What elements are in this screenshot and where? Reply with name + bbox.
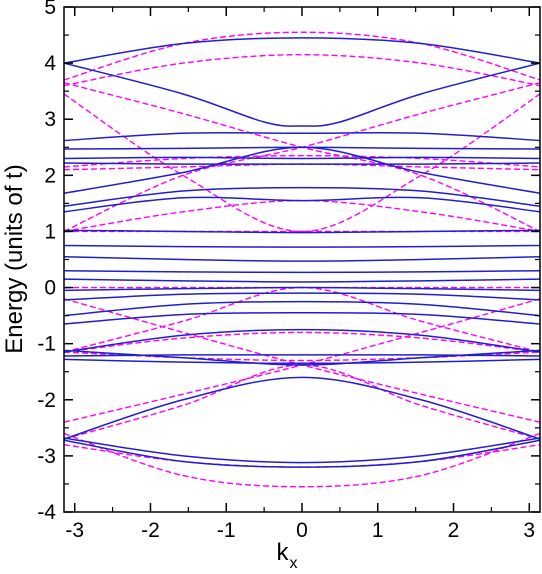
x-tick-label: 1: [372, 519, 384, 542]
solid-band-16: [64, 300, 540, 317]
y-tick-label: -1: [37, 333, 56, 356]
dashed-band-31: [64, 163, 540, 171]
dashed-band-27: [64, 93, 540, 233]
dashed-band-30: [64, 154, 540, 168]
solid-band-20: [64, 354, 540, 357]
x-tick-label: 2: [448, 519, 460, 542]
x-tick-label: 3: [523, 519, 535, 542]
x-tick-label: -2: [141, 519, 160, 542]
y-tick-label: -4: [37, 501, 56, 524]
y-tick-label: 5: [44, 0, 56, 19]
series-layer: [64, 31, 540, 488]
y-tick-label: 1: [44, 220, 56, 243]
solid-band-2: [64, 131, 540, 142]
solid-band-0: [64, 37, 540, 64]
solid-band-24: [64, 439, 540, 468]
dashed-band-40: [64, 364, 540, 440]
tick-labels: -3 -2 -1 0 1 2 3 -4 -3 -2 -1 0 1 2 3 4 5: [37, 0, 535, 542]
solid-band-6: [64, 146, 540, 195]
x-tick-label: -1: [217, 519, 236, 542]
axis-ticks: [64, 6, 540, 513]
solid-band-5: [64, 162, 540, 165]
solid-band-8: [64, 196, 540, 213]
solid-band-21: [64, 358, 540, 365]
solid-band-23: [64, 437, 540, 464]
solid-band-10: [64, 244, 540, 248]
dashed-band-42: [64, 432, 540, 488]
dashed-band-36: [64, 331, 540, 353]
y-tick-label: 3: [44, 108, 56, 131]
plot-frame: [63, 6, 541, 513]
solid-band-11: [64, 255, 540, 262]
y-axis-label: Energy (units of t): [1, 164, 28, 353]
dashed-band-32: [64, 199, 540, 233]
solid-band-12: [64, 269, 540, 274]
solid-band-4: [64, 156, 540, 160]
solid-band-7: [64, 186, 540, 207]
solid-band-13: [64, 278, 540, 283]
solid-band-1: [64, 62, 540, 127]
y-tick-label: -2: [37, 389, 56, 412]
solid-band-14: [64, 286, 540, 292]
y-tick-label: 2: [44, 164, 56, 187]
y-tick-label: 4: [44, 52, 56, 75]
solid-band-17: [64, 312, 540, 325]
solid-band-9: [64, 229, 540, 234]
solid-band-18: [64, 328, 540, 353]
y-tick-label: 0: [44, 277, 56, 300]
dashed-band-25: [64, 31, 540, 81]
dashed-band-37: [64, 351, 540, 362]
solid-band-22: [64, 376, 540, 440]
x-tick-label: -3: [65, 519, 84, 542]
dashed-band-26: [64, 53, 540, 87]
solid-band-15: [64, 292, 540, 301]
x-axis-label: kx: [277, 539, 298, 572]
x-tick-label: 0: [296, 519, 308, 542]
dashed-band-41: [64, 443, 540, 468]
y-tick-label: -3: [37, 445, 56, 468]
